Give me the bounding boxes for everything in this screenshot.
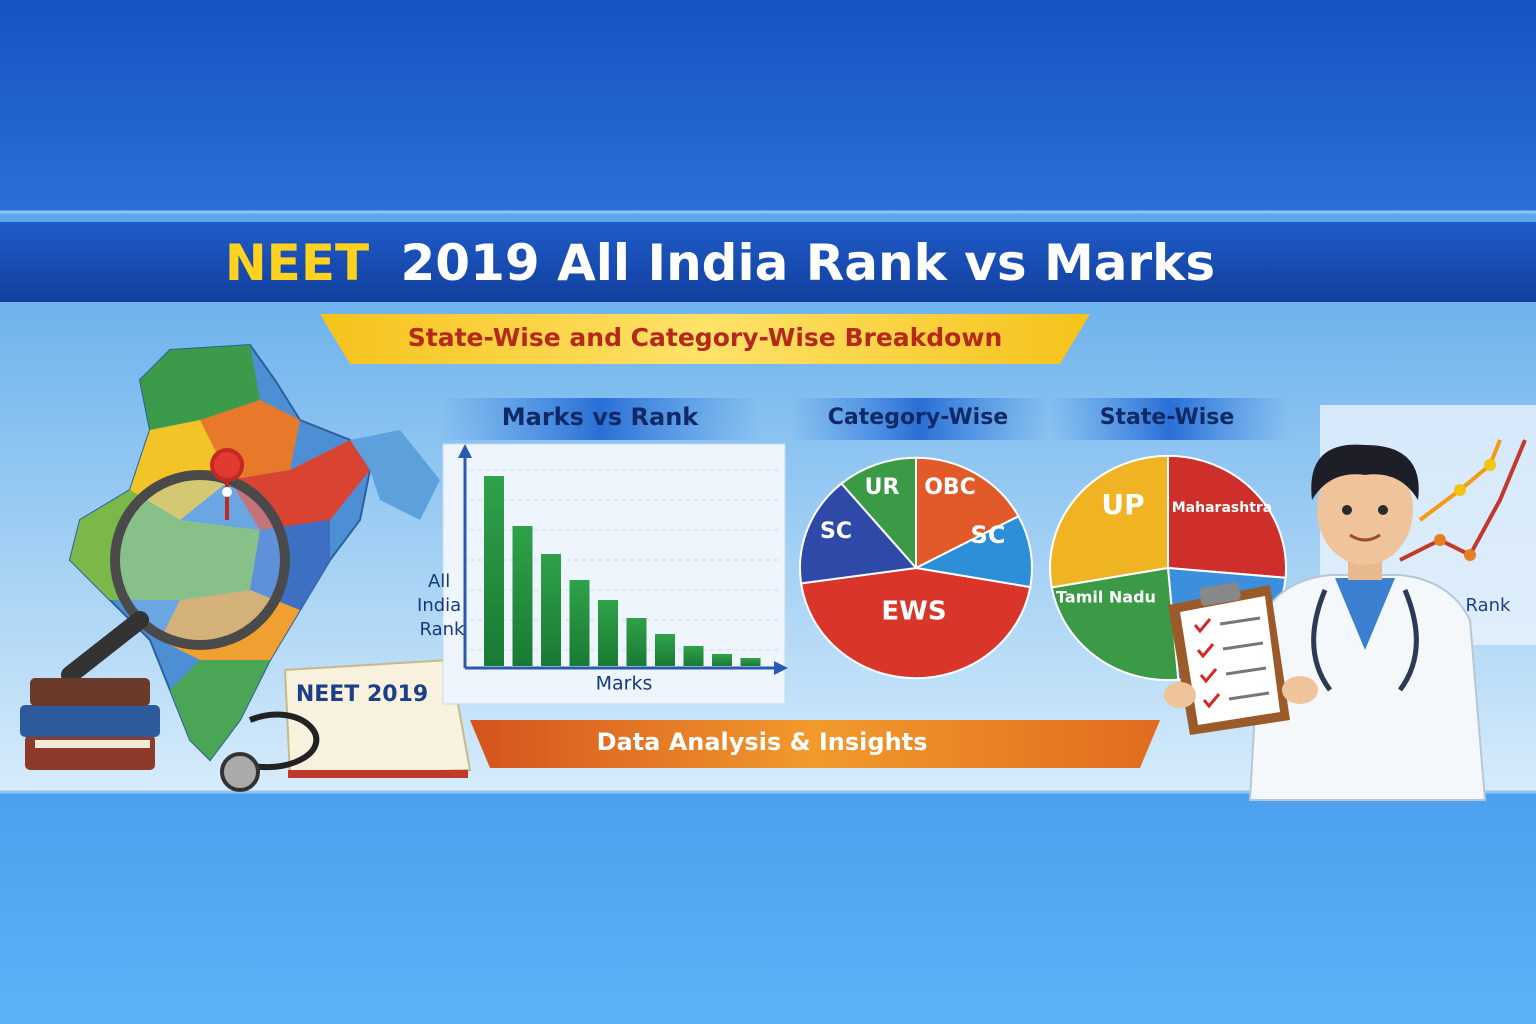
bar-shape bbox=[512, 526, 533, 666]
axis-arrow bbox=[458, 444, 472, 458]
title-rest: 2019 All India Rank vs Marks bbox=[401, 234, 1216, 292]
slice-label: Maharashtra bbox=[1172, 500, 1273, 516]
books bbox=[20, 678, 160, 770]
doctor bbox=[1164, 444, 1487, 801]
bar-shape bbox=[683, 646, 704, 666]
y-axis-label-line: All bbox=[428, 571, 450, 592]
pie-slice bbox=[799, 482, 918, 585]
slice-label: UR bbox=[865, 475, 900, 500]
panel-title: State-Wise bbox=[1100, 405, 1235, 430]
axis-arrow bbox=[774, 661, 788, 675]
slice-label: Tamil Nadu bbox=[1056, 588, 1156, 607]
bar-shape bbox=[598, 600, 618, 666]
y-axis-label-line: India bbox=[417, 595, 461, 616]
panel-title: Category-Wise bbox=[828, 405, 1008, 430]
title: NEET 2019 All India Rank vs Marks bbox=[225, 234, 1215, 292]
panel-header bbox=[790, 398, 1050, 440]
panel-header bbox=[1050, 398, 1290, 440]
category-pie bbox=[799, 456, 1033, 680]
subtitle-ribbon bbox=[320, 314, 1090, 364]
slice-label: UP bbox=[1101, 488, 1144, 521]
pie-slice bbox=[799, 566, 1032, 680]
slice-label: SC bbox=[971, 521, 1006, 549]
bar-shape bbox=[541, 554, 561, 666]
bar-shape bbox=[626, 618, 647, 666]
bar-shape bbox=[569, 580, 590, 666]
bar-shape bbox=[655, 634, 675, 666]
pie-slice bbox=[1049, 454, 1169, 589]
bar-illustration bbox=[470, 469, 780, 666]
footer-ribbon bbox=[470, 720, 1160, 768]
x-axis-label: Marks bbox=[596, 673, 653, 695]
book-label: NEET 2019 bbox=[296, 682, 428, 707]
subtitle: State-Wise and Category-Wise Breakdown bbox=[408, 323, 1003, 352]
bar-shape bbox=[484, 476, 504, 666]
slice-label: OBC bbox=[924, 475, 976, 500]
pie-slice bbox=[915, 456, 1020, 570]
y-axis-label: All India Rank bbox=[417, 571, 467, 640]
pie-slice bbox=[912, 514, 1033, 589]
pie-slice bbox=[839, 456, 917, 571]
slice-label: SC bbox=[820, 519, 852, 544]
pie-slice bbox=[1050, 566, 1180, 682]
title-bar bbox=[0, 222, 1536, 302]
panel-title: Marks vs Rank bbox=[502, 403, 700, 431]
trend-label: Rank bbox=[1466, 595, 1512, 616]
bar-shape bbox=[712, 654, 732, 666]
neet-book: NEET 2019 bbox=[220, 658, 472, 792]
title-highlight: NEET bbox=[225, 234, 369, 292]
y-axis-label-line: Rank bbox=[420, 619, 466, 640]
footer-text: Data Analysis & Insights bbox=[597, 728, 928, 756]
pie-slice bbox=[1167, 454, 1287, 579]
bar-shape bbox=[740, 658, 761, 666]
india-map bbox=[61, 343, 440, 762]
slice-label: EWS bbox=[881, 597, 946, 627]
panel-header bbox=[440, 398, 760, 440]
